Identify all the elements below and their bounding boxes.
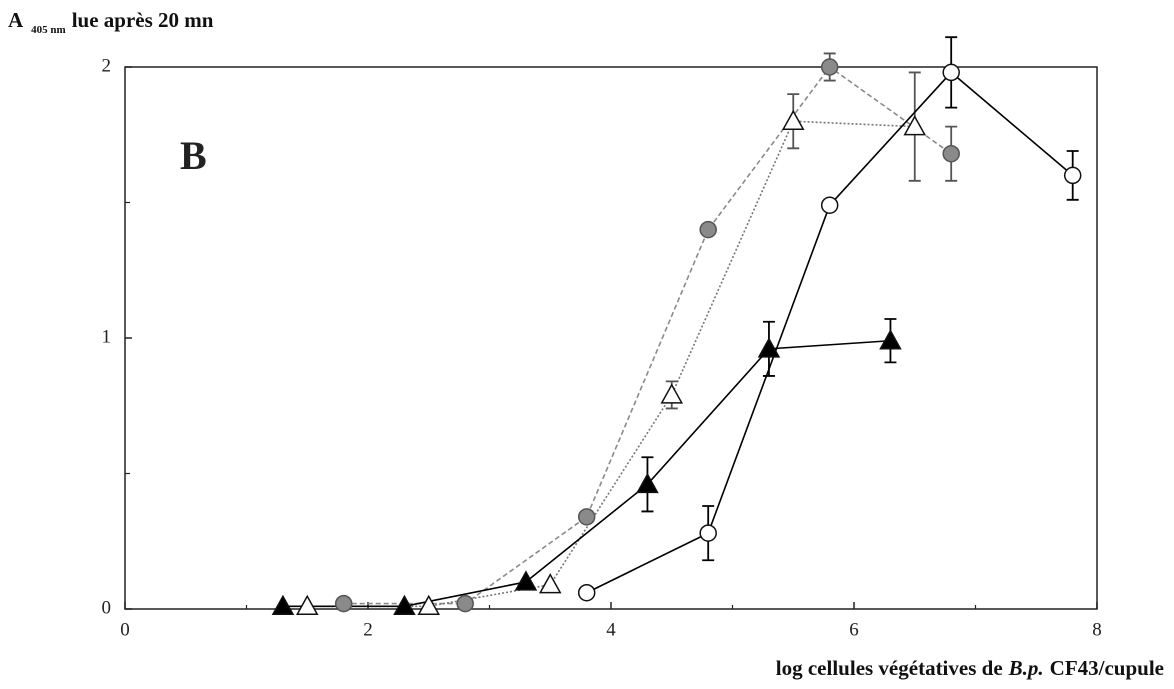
marker <box>538 573 562 594</box>
series-line <box>343 65 952 605</box>
marker <box>577 583 596 602</box>
marker <box>295 594 319 616</box>
x-label-text: log cellules végétatives de <box>775 656 1003 680</box>
x-axis-label: log cellules végétatives de B.p. CF43/cupu… <box>776 656 1170 681</box>
x-label-species: B.p. <box>1008 656 1044 680</box>
marker <box>820 196 839 214</box>
marker <box>903 115 927 136</box>
y-label-subscript: 405 nm <box>31 24 66 36</box>
x-tick-label: 0 <box>120 619 130 640</box>
marker <box>271 594 295 616</box>
marker <box>942 144 960 163</box>
marker <box>417 594 441 616</box>
y-tick-label: 2 <box>102 55 112 76</box>
x-tick-label: 6 <box>849 619 859 640</box>
marker <box>820 58 839 76</box>
x-tick-label: 4 <box>606 619 616 640</box>
marker <box>942 63 960 82</box>
marker <box>879 329 902 350</box>
marker <box>393 594 416 616</box>
marker <box>456 594 474 613</box>
x-tick-label: 8 <box>1092 619 1102 640</box>
marker <box>577 508 596 526</box>
marker <box>334 594 353 613</box>
y-axis-label: A 405 nm lue après 20 mn <box>8 8 219 36</box>
marker <box>757 337 781 358</box>
series-line <box>586 71 1074 594</box>
y-label-text: lue après 20 mn <box>71 8 214 32</box>
x-label-strain: CF43/cupule <box>1049 656 1164 680</box>
marker <box>781 109 805 130</box>
marker <box>660 383 684 404</box>
marker <box>699 524 717 542</box>
panel-letter: B <box>180 133 207 178</box>
marker <box>699 220 717 239</box>
x-tick-label: 2 <box>363 619 373 640</box>
marker <box>1063 166 1082 185</box>
y-tick-label: 1 <box>102 326 112 347</box>
series-line <box>282 339 891 608</box>
series-line <box>307 120 915 608</box>
marker <box>514 570 538 591</box>
y-label-symbol: A <box>8 8 24 32</box>
y-tick-label: 0 <box>102 597 112 618</box>
marker <box>636 472 659 494</box>
